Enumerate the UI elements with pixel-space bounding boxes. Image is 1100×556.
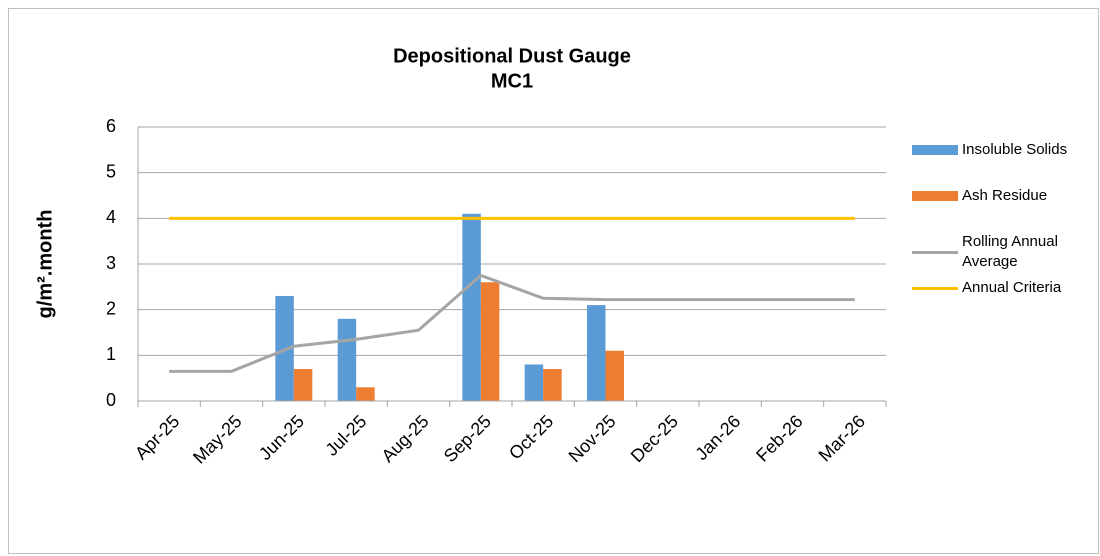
legend-label: Ash Residue xyxy=(962,187,1048,204)
bar xyxy=(337,318,357,401)
x-tick-label: Dec-25 xyxy=(627,411,682,466)
y-tick-label: 5 xyxy=(106,161,116,181)
chart-title: Depositional Dust Gauge xyxy=(393,45,631,67)
x-tick-label: Sep-25 xyxy=(440,411,495,466)
y-tick-label: 4 xyxy=(106,207,116,227)
bar xyxy=(480,282,500,401)
x-tick-label: Feb-26 xyxy=(752,411,806,465)
bar xyxy=(293,369,313,401)
bar xyxy=(356,387,375,401)
bar xyxy=(543,369,562,401)
chart-border xyxy=(8,8,1099,554)
x-tick-label: Aug-25 xyxy=(377,411,432,466)
y-tick-label: 1 xyxy=(106,344,116,364)
line xyxy=(169,273,855,373)
y-tick-label: 3 xyxy=(106,253,116,273)
legend-swatch xyxy=(912,286,958,290)
legend-item: Rolling Annual Average xyxy=(912,232,1092,272)
y-axis-label: g/m².month xyxy=(34,210,56,319)
chart-subtitle: MC1 xyxy=(491,70,533,92)
bar xyxy=(462,213,481,401)
y-tick-label: 6 xyxy=(106,116,116,136)
legend-item: Annual Criteria xyxy=(912,278,1092,298)
y-tick-label: 2 xyxy=(106,298,116,318)
x-tick-label: Oct-25 xyxy=(505,411,557,463)
legend-item: Insoluble Solids xyxy=(912,140,1092,160)
x-tick-label: Jul-25 xyxy=(322,411,371,460)
x-tick-label: May-25 xyxy=(189,411,246,468)
legend-label: Insoluble Solids xyxy=(962,141,1068,158)
legend-item: Ash Residue xyxy=(912,186,1092,206)
legend-swatch xyxy=(912,145,958,155)
bar xyxy=(587,305,606,401)
x-tick-label: Mar-26 xyxy=(815,411,869,465)
x-tick-label: Apr-25 xyxy=(131,411,183,463)
bar xyxy=(605,350,624,401)
legend-label: Rolling Annual Average xyxy=(962,233,1058,270)
y-tick-label: 0 xyxy=(106,390,116,410)
x-tick-label: Jun-25 xyxy=(255,411,308,464)
legend-swatch xyxy=(912,191,958,201)
bar xyxy=(524,364,544,401)
legend-swatch xyxy=(912,250,958,254)
x-tick-label: Jan-26 xyxy=(691,411,744,464)
x-tick-label: Nov-25 xyxy=(565,411,620,466)
legend-label: Annual Criteria xyxy=(962,279,1062,296)
